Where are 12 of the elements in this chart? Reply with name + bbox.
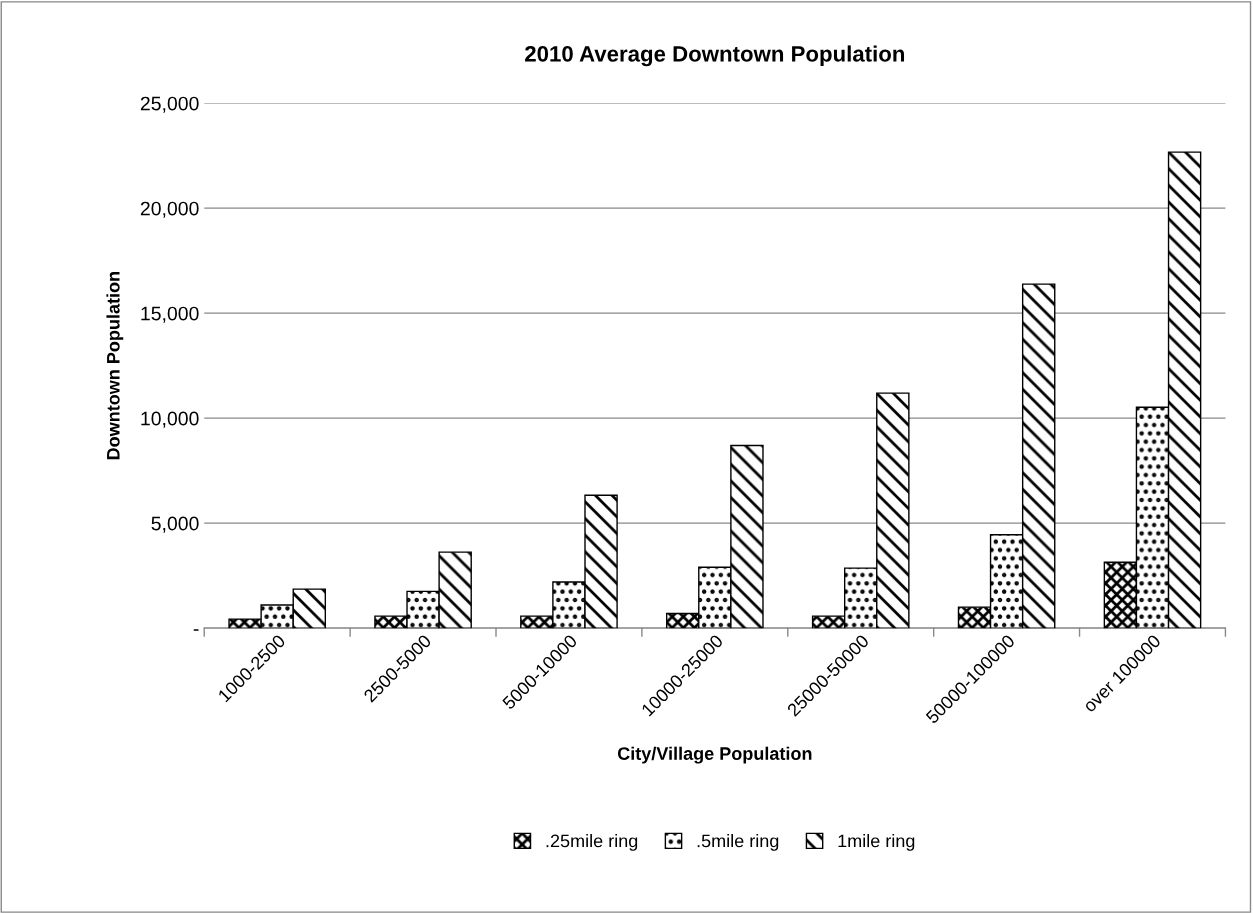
y-tick-label: - xyxy=(193,629,199,631)
legend-label: 1mile ring xyxy=(838,834,915,851)
y-tick-label: 10,000 xyxy=(141,411,199,428)
x-axis-title: City/Village Population xyxy=(617,746,812,764)
y-tick-label: 20,000 xyxy=(140,201,199,218)
legend-label: .25mile ring xyxy=(546,834,638,851)
y-tick-label: 5,000 xyxy=(151,516,199,533)
y-tick-label: 15,000 xyxy=(141,306,199,323)
chart-title: 2010 Average Downtown Population xyxy=(525,45,905,67)
legend-label: .5mile ring xyxy=(697,834,779,851)
y-tick-label: 25,000 xyxy=(140,96,199,113)
y-axis-title: Downtown Population xyxy=(106,271,124,460)
